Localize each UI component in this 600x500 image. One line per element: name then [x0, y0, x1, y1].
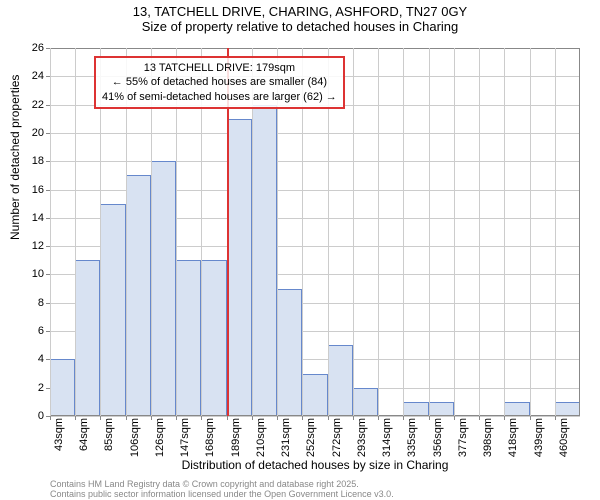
histogram-bar	[126, 175, 151, 416]
x-tick-label: 168sqm	[204, 418, 216, 457]
histogram-bar	[227, 119, 252, 416]
x-tick-mark	[530, 416, 531, 420]
gridline-v	[378, 48, 379, 416]
x-tick-mark	[100, 416, 101, 420]
histogram-bar	[176, 260, 201, 416]
gridline-v	[479, 48, 480, 416]
x-tick-label: 460sqm	[558, 418, 570, 457]
x-tick-label: 85sqm	[103, 418, 115, 451]
x-tick-label: 43sqm	[53, 418, 65, 451]
gridline-v	[50, 48, 51, 416]
x-tick-mark	[353, 416, 354, 420]
histogram-bar	[403, 402, 428, 416]
histogram-bar	[75, 260, 100, 416]
histogram-bar	[429, 402, 454, 416]
x-tick-mark	[151, 416, 152, 420]
x-tick-mark	[176, 416, 177, 420]
gridline-v	[530, 48, 531, 416]
y-tick-label: 18	[4, 155, 44, 167]
x-tick-label: 210sqm	[255, 418, 267, 457]
y-tick-label: 16	[4, 184, 44, 196]
plot-area: 13 TATCHELL DRIVE: 179sqm← 55% of detach…	[50, 48, 580, 416]
x-tick-label: 106sqm	[129, 418, 141, 457]
annotation-line: 13 TATCHELL DRIVE: 179sqm	[102, 61, 337, 75]
y-tick-label: 22	[4, 99, 44, 111]
x-tick-mark	[126, 416, 127, 420]
title-line-1: 13, TATCHELL DRIVE, CHARING, ASHFORD, TN…	[0, 4, 600, 19]
x-tick-mark	[302, 416, 303, 420]
x-tick-mark	[201, 416, 202, 420]
x-tick-mark	[378, 416, 379, 420]
y-tick-label: 6	[4, 325, 44, 337]
histogram-bar	[353, 388, 378, 416]
histogram-bar	[50, 359, 75, 416]
histogram-bar	[201, 260, 226, 416]
histogram-bar	[277, 289, 302, 416]
x-tick-mark	[252, 416, 253, 420]
x-tick-mark	[479, 416, 480, 420]
annotation-box: 13 TATCHELL DRIVE: 179sqm← 55% of detach…	[94, 56, 345, 109]
x-axis: 43sqm 64sqm 85sqm 106sqm 126sqm 147sqm 168sqm 1…	[50, 416, 580, 456]
x-tick-label: 293sqm	[356, 418, 368, 457]
x-tick-mark	[403, 416, 404, 420]
histogram-bar	[504, 402, 529, 416]
x-tick-mark	[504, 416, 505, 420]
annotation-line: 41% of semi-detached houses are larger (…	[102, 90, 337, 104]
y-tick-label: 24	[4, 70, 44, 82]
y-tick-label: 0	[4, 410, 44, 422]
y-tick-label: 14	[4, 212, 44, 224]
x-tick-label: 64sqm	[78, 418, 90, 451]
x-tick-mark	[227, 416, 228, 420]
annotation-line: ← 55% of detached houses are smaller (84…	[102, 75, 337, 89]
x-tick-label: 377sqm	[457, 418, 469, 457]
x-tick-label: 398sqm	[482, 418, 494, 457]
x-tick-label: 314sqm	[381, 418, 393, 457]
chart-title: 13, TATCHELL DRIVE, CHARING, ASHFORD, TN…	[0, 0, 600, 34]
x-tick-mark	[429, 416, 430, 420]
y-tick-label: 20	[4, 127, 44, 139]
histogram-bar	[151, 161, 176, 416]
x-axis-label: Distribution of detached houses by size …	[50, 458, 580, 472]
gridline-v	[504, 48, 505, 416]
y-tick-label: 12	[4, 240, 44, 252]
x-tick-mark	[277, 416, 278, 420]
gridline-v	[429, 48, 430, 416]
x-tick-mark	[50, 416, 51, 420]
x-tick-label: 418sqm	[507, 418, 519, 457]
x-tick-label: 335sqm	[406, 418, 418, 457]
x-tick-label: 189sqm	[230, 418, 242, 457]
footer-attribution: Contains HM Land Registry data © Crown c…	[50, 480, 394, 500]
histogram-bar	[328, 345, 353, 416]
x-tick-label: 272sqm	[331, 418, 343, 457]
gridline-v	[555, 48, 556, 416]
x-tick-label: 439sqm	[533, 418, 545, 457]
y-tick-label: 8	[4, 297, 44, 309]
x-tick-label: 356sqm	[432, 418, 444, 457]
histogram-bar	[555, 402, 580, 416]
x-tick-mark	[328, 416, 329, 420]
x-tick-label: 147sqm	[179, 418, 191, 457]
x-tick-label: 252sqm	[305, 418, 317, 457]
gridline-v	[403, 48, 404, 416]
histogram-bar	[252, 105, 277, 416]
gridline-v	[75, 48, 76, 416]
title-line-2: Size of property relative to detached ho…	[0, 19, 600, 34]
x-tick-mark	[555, 416, 556, 420]
gridline-v	[454, 48, 455, 416]
gridline-v	[353, 48, 354, 416]
y-tick-label: 26	[4, 42, 44, 54]
histogram-bar	[302, 374, 327, 416]
x-tick-mark	[454, 416, 455, 420]
histogram-bar	[100, 204, 125, 416]
y-tick-label: 10	[4, 268, 44, 280]
y-tick-label: 4	[4, 353, 44, 365]
footer-line: Contains public sector information licen…	[50, 490, 394, 500]
y-axis: 02468101214161820222426	[0, 48, 50, 416]
y-tick-label: 2	[4, 382, 44, 394]
x-tick-mark	[75, 416, 76, 420]
x-tick-label: 126sqm	[154, 418, 166, 457]
x-tick-label: 231sqm	[280, 418, 292, 457]
